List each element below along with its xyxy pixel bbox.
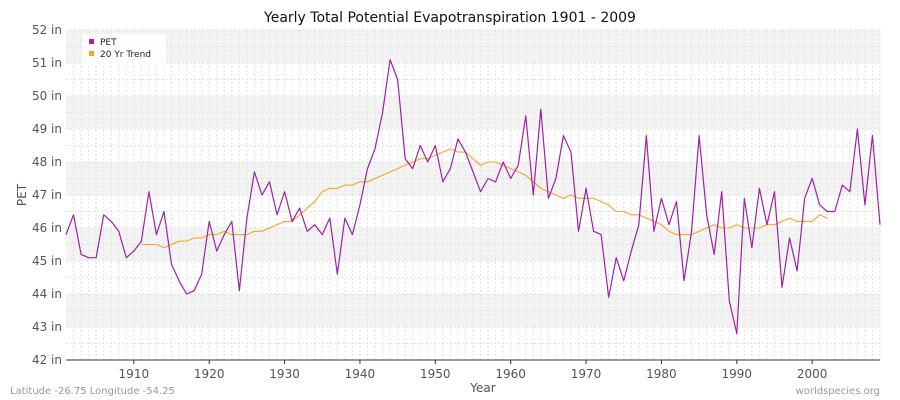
x-tick-label: 1990 <box>722 367 753 381</box>
plot-band <box>66 96 880 129</box>
y-tick-label: 51 in <box>32 56 62 70</box>
footer-location: Latitude -26.75 Longitude -54.25 <box>10 386 175 397</box>
y-tick-label: 44 in <box>32 287 62 301</box>
x-tick-label: 2000 <box>797 367 828 381</box>
plot-band <box>66 228 880 261</box>
footer-source: worldspecies.org <box>796 386 880 397</box>
x-tick-label: 1980 <box>646 367 677 381</box>
y-axis-label: PET <box>15 183 29 206</box>
trend-line <box>141 148 828 249</box>
grid <box>66 29 881 361</box>
plot-band <box>66 129 880 162</box>
legend-box <box>82 34 166 64</box>
x-tick-label: 1910 <box>119 367 150 381</box>
y-tick-label: 45 in <box>32 254 62 268</box>
x-tick-label: 1960 <box>495 367 526 381</box>
pet-layer <box>65 59 881 335</box>
x-tick-label: 1920 <box>194 367 225 381</box>
legend-label-pet: PET <box>100 38 117 48</box>
y-tick-label: 48 in <box>32 155 62 169</box>
y-tick-label: 43 in <box>32 320 62 334</box>
pet-line <box>65 59 881 335</box>
y-tick-label: 42 in <box>32 353 62 367</box>
y-tick-label: 49 in <box>32 122 62 136</box>
legend-label-trend: 20 Yr Trend <box>100 50 151 60</box>
y-tick-label: 50 in <box>32 89 62 103</box>
y-axis-ticks: 42 in 43 in 44 in 45 in 46 in 47 in 48 in 49 in… <box>32 23 62 367</box>
y-tick-label: 52 in <box>32 23 62 37</box>
chart-title: Yearly Total Potential Evapotranspiratio… <box>263 10 636 26</box>
x-tick-label: 1970 <box>571 367 602 381</box>
x-tick-label: 1930 <box>269 367 300 381</box>
x-tick-label: 1950 <box>420 367 451 381</box>
legend: PET 20 Yr Trend <box>82 34 166 64</box>
y-tick-label: 47 in <box>32 188 62 202</box>
y-tick-label: 46 in <box>32 221 62 235</box>
x-axis-ticks: 1910 1920 1930 1940 1950 1960 1970 1980 1990 2000 <box>119 360 828 381</box>
plot-band <box>66 261 880 294</box>
legend-swatch-trend <box>89 51 94 56</box>
trend-layer <box>141 148 828 249</box>
legend-swatch-pet <box>89 39 94 44</box>
x-tick-label: 1940 <box>345 367 376 381</box>
x-axis-label: Year <box>469 381 495 395</box>
